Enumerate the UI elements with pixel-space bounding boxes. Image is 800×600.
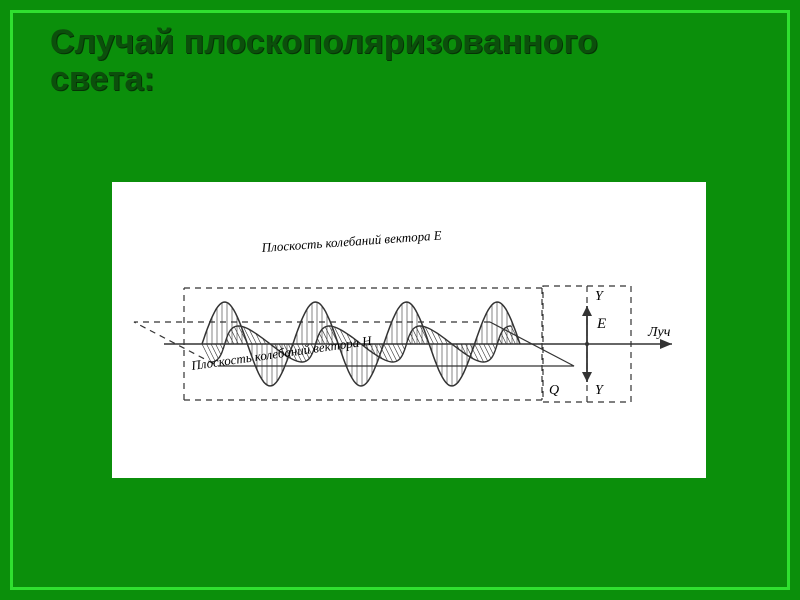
slide-root: Случай плоскополяризованного света: YЕQY… [0, 0, 800, 600]
label-Y-bot: Y [595, 383, 605, 398]
diagram-svg: YЕQYПлоскость колебаний вектора ЕПлоскос… [112, 182, 706, 478]
label-Y-top: Y [595, 289, 605, 304]
label-ray: Луч [647, 325, 671, 340]
label-E: Е [596, 316, 606, 332]
label-Q: Q [549, 383, 559, 398]
polarized-light-diagram: YЕQYПлоскость колебаний вектора ЕПлоскос… [112, 182, 706, 478]
label-plane-E: Плоскость колебаний вектора Е [260, 227, 442, 255]
slide-title: Случай плоскополяризованного света: [50, 24, 670, 99]
